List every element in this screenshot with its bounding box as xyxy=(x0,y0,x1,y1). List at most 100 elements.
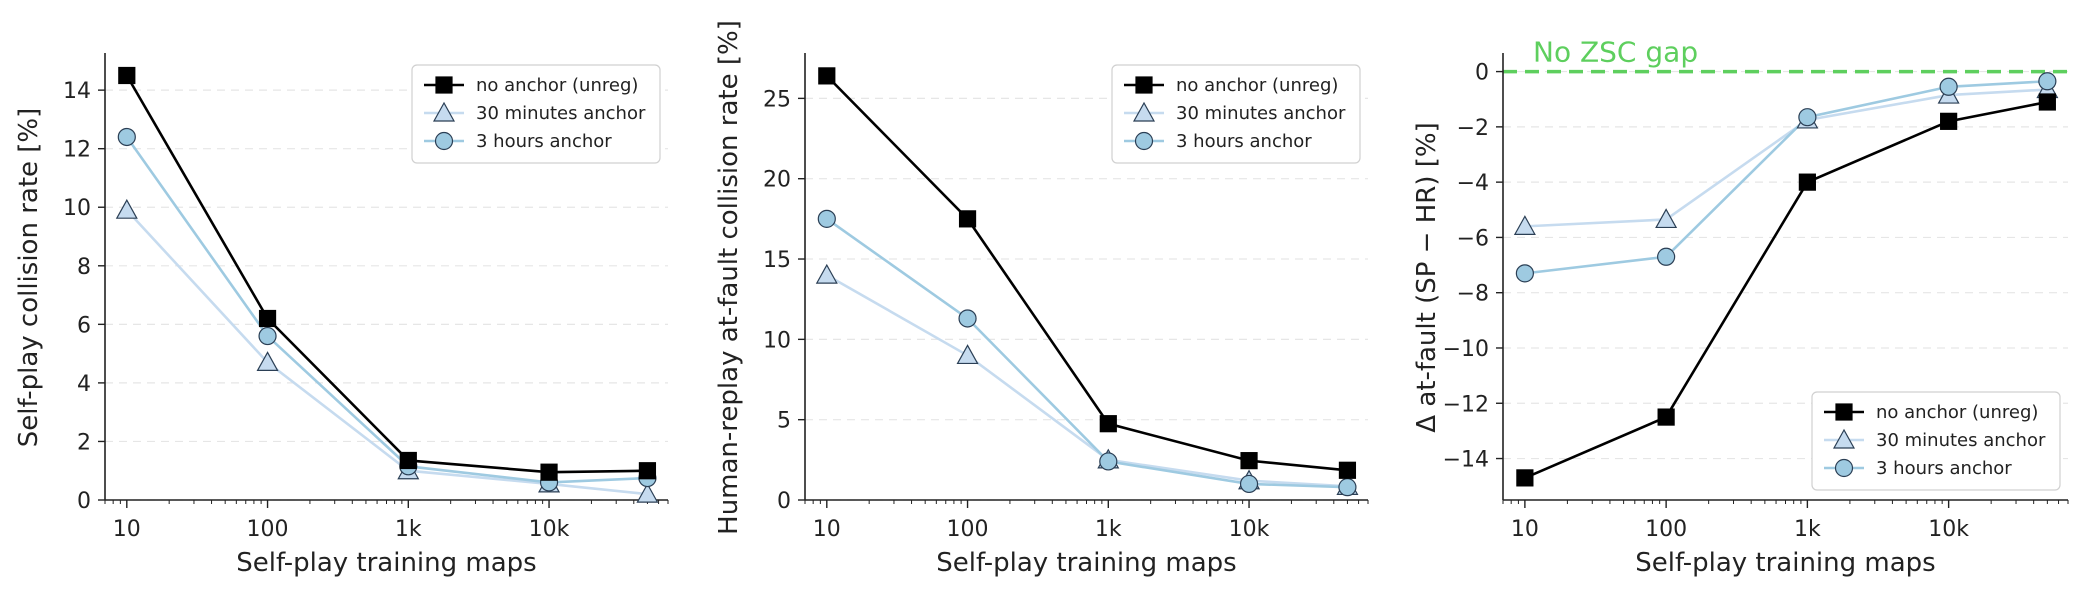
data-point xyxy=(636,482,659,503)
data-point xyxy=(115,198,138,219)
y-tick-label: 10 xyxy=(63,196,91,221)
y-axis-label: Δ at-fault (SP − HR) [%] xyxy=(1412,122,1442,432)
y-tick-label: 0 xyxy=(77,489,91,514)
legend-marker xyxy=(432,101,456,122)
legend-label: 3 hours anchor xyxy=(1176,131,1312,152)
legend-label: 30 minutes anchor xyxy=(1176,103,1346,124)
legend: no anchor (unreg) 30 minutes anchor 3 hour… xyxy=(1811,391,2061,491)
legend-label: no anchor (unreg) xyxy=(1176,75,1338,96)
data-point xyxy=(1240,452,1258,470)
data-point xyxy=(1513,215,1536,235)
legend-marker xyxy=(1132,101,1156,122)
data-point xyxy=(638,462,657,480)
y-tick-label: 2 xyxy=(77,430,91,455)
y-tick-label: −2 xyxy=(1457,116,1489,141)
y-tick-label: 6 xyxy=(77,313,91,338)
legend-marker xyxy=(1135,76,1153,94)
x-axis-label: Self-play training maps xyxy=(236,548,536,578)
zsc-annotation: No ZSC gap xyxy=(1533,36,1698,69)
data-point xyxy=(1798,108,1817,127)
y-tick-label: 25 xyxy=(763,87,791,112)
data-point xyxy=(815,263,838,284)
chart-3: No ZSC gap −14 −12 −10 −8 −6 −4 −2 0 10 100 1k 10k Se… xyxy=(1412,36,2069,578)
data-point xyxy=(1515,264,1534,283)
y-tick-label: 20 xyxy=(763,168,791,193)
data-point xyxy=(118,66,136,85)
data-point xyxy=(1657,247,1676,266)
data-point xyxy=(1099,415,1117,433)
data-point xyxy=(958,309,977,328)
data-point xyxy=(399,451,417,470)
data-point xyxy=(540,463,558,481)
legend: no anchor (unreg) 30 minutes anchor 3 hour… xyxy=(411,64,661,164)
data-point xyxy=(1655,208,1678,229)
legend-marker xyxy=(1134,131,1154,151)
legend-marker xyxy=(435,76,453,94)
y-tick-label: 4 xyxy=(77,372,91,397)
x-tick-label: 1k xyxy=(395,517,422,542)
x-axis-label: Self-play training maps xyxy=(936,548,1236,578)
y-tick-label: 10 xyxy=(763,328,791,353)
data-point xyxy=(818,67,836,85)
data-point xyxy=(956,344,979,365)
series-line xyxy=(1524,79,2048,275)
data-point xyxy=(256,351,279,372)
y-tick-label: 0 xyxy=(1475,61,1489,86)
series-line xyxy=(125,136,648,484)
y-axis-label: Human-replay at-fault collision rate [%] xyxy=(714,20,744,535)
data-point xyxy=(958,210,977,228)
x-tick-label: 1k xyxy=(1794,517,1821,542)
y-tick-label: 8 xyxy=(77,255,91,280)
data-point xyxy=(258,326,277,346)
legend-label: 3 hours anchor xyxy=(476,131,612,152)
x-tick-label: 10k xyxy=(1928,517,1969,542)
x-tick-label: 100 xyxy=(247,517,289,542)
y-tick-label: 14 xyxy=(63,79,91,104)
data-point xyxy=(258,309,277,328)
x-tick-label: 10 xyxy=(113,517,141,542)
legend-marker xyxy=(1835,403,1853,421)
series-line xyxy=(125,209,648,496)
y-tick-label: 15 xyxy=(763,248,791,273)
chart-1: 0 2 4 6 8 10 12 14 10 100 1k 10k Self-play training … xyxy=(14,53,669,578)
y-axis-label: Self-play collision rate [%] xyxy=(14,108,44,448)
data-point xyxy=(1239,474,1259,494)
y-tick-label: −6 xyxy=(1457,226,1489,251)
legend-frame xyxy=(411,64,661,164)
legend-label: no anchor (unreg) xyxy=(1876,402,2038,423)
legend-label: 30 minutes anchor xyxy=(1876,430,2046,451)
data-point xyxy=(1798,173,1816,191)
data-point xyxy=(817,209,836,228)
data-point xyxy=(1338,478,1357,497)
x-tick-label: 10 xyxy=(1511,517,1539,542)
y-tick-label: 5 xyxy=(777,409,791,434)
legend-frame xyxy=(1811,391,2061,491)
data-point xyxy=(1099,452,1118,471)
y-tick-label: −12 xyxy=(1443,392,1489,417)
x-tick-label: 10 xyxy=(813,517,841,542)
data-point xyxy=(1657,408,1675,426)
data-point xyxy=(2038,72,2057,91)
y-tick-label: −4 xyxy=(1457,171,1489,196)
y-tick-label: 12 xyxy=(63,138,91,163)
data-point xyxy=(2038,93,2056,111)
x-tick-label: 100 xyxy=(1645,517,1687,542)
legend-label: 3 hours anchor xyxy=(1876,458,2012,479)
y-tick-label: 0 xyxy=(777,489,791,514)
y-tick-label: −14 xyxy=(1443,448,1489,473)
chart-2: 0 5 10 15 20 25 10 100 1k 10k Self-play training m… xyxy=(714,20,1369,578)
series-line xyxy=(826,273,1348,488)
legend-frame xyxy=(1111,64,1361,164)
legend-label: 30 minutes anchor xyxy=(476,103,646,124)
data-point xyxy=(1939,77,1958,96)
x-tick-label: 100 xyxy=(947,517,989,542)
data-point xyxy=(1940,112,1958,130)
legend-label: no anchor (unreg) xyxy=(476,75,638,96)
y-tick-label: −8 xyxy=(1457,282,1489,307)
y-tick-label: −10 xyxy=(1443,337,1489,362)
data-point xyxy=(1516,469,1534,487)
x-tick-label: 10k xyxy=(529,517,570,542)
legend-marker xyxy=(1832,428,1856,449)
legend-marker xyxy=(1834,458,1854,478)
